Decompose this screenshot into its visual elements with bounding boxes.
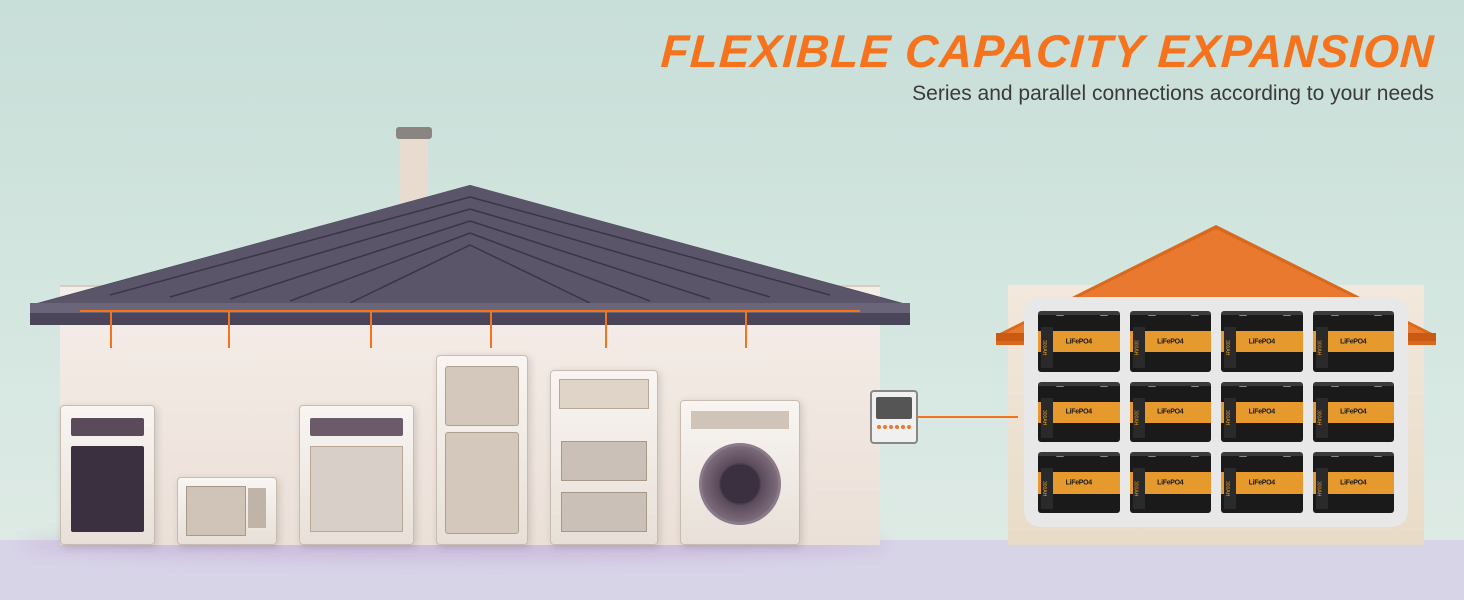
meter-dot: [889, 425, 893, 429]
wire-drop: [370, 310, 372, 348]
appliance-microwave: [177, 477, 277, 545]
battery-unit: LiFePO4300AH: [1221, 452, 1303, 513]
header: FLEXIBLE CAPACITY EXPANSION Series and p…: [661, 24, 1434, 106]
battery-shed: LiFePO4300AHLiFePO4300AHLiFePO4300AHLiFe…: [996, 165, 1436, 545]
wire-drop: [605, 310, 607, 348]
meter-dot: [883, 425, 887, 429]
battery-unit: LiFePO4300AH: [1221, 311, 1303, 372]
meter-dot: [877, 425, 881, 429]
battery-unit: LiFePO4300AH: [1313, 311, 1395, 372]
infographic-scene: LiFePO4300AHLiFePO4300AHLiFePO4300AHLiFe…: [0, 140, 1464, 600]
battery-unit: LiFePO4300AH: [1221, 382, 1303, 443]
meter-display: [876, 397, 912, 419]
meter-dot: [901, 425, 905, 429]
roof-svg: [30, 185, 910, 325]
wire-drop: [110, 310, 112, 348]
wire-drop: [228, 310, 230, 348]
appliance-refrigerator: [436, 355, 528, 545]
washer-drum: [699, 443, 781, 525]
battery-unit: LiFePO4300AH: [1313, 382, 1395, 443]
meter-dot: [907, 425, 911, 429]
battery-unit: LiFePO4300AH: [1130, 311, 1212, 372]
wire-drop: [490, 310, 492, 348]
connection-line: [918, 416, 1018, 418]
wire-drop: [745, 310, 747, 348]
subtitle: Series and parallel connections accordin…: [661, 82, 1434, 106]
range-drawer: [561, 492, 647, 532]
battery-unit: LiFePO4300AH: [1038, 452, 1120, 513]
appliances-row: [45, 345, 865, 545]
chimney-cap: [396, 127, 432, 139]
appliance-dishwasher: [299, 405, 414, 545]
meter-dot: [895, 425, 899, 429]
battery-unit: LiFePO4300AH: [1038, 382, 1120, 443]
battery-panel: LiFePO4300AHLiFePO4300AHLiFePO4300AHLiFe…: [1024, 297, 1408, 527]
wire-bus: [80, 310, 860, 312]
appliance-washer: [680, 400, 800, 545]
wiring: [80, 310, 860, 350]
battery-unit: LiFePO4300AH: [1130, 382, 1212, 443]
battery-unit: LiFePO4300AH: [1038, 311, 1120, 372]
meter-indicators: [872, 425, 916, 429]
battery-unit: LiFePO4300AH: [1313, 452, 1395, 513]
appliance-range: [550, 370, 658, 545]
battery-unit: LiFePO4300AH: [1130, 452, 1212, 513]
appliance-oven: [60, 405, 155, 545]
title: FLEXIBLE CAPACITY EXPANSION: [659, 24, 1435, 78]
meter-box: [870, 390, 918, 444]
house-roof: [30, 185, 910, 325]
